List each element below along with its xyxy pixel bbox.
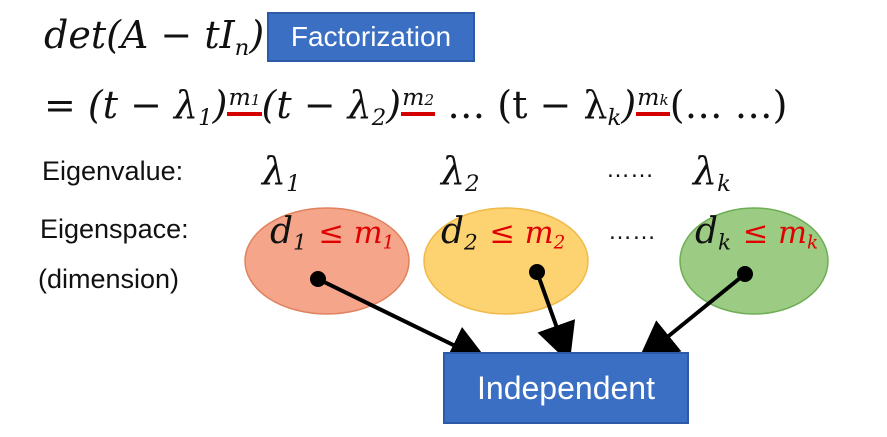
middle-dots: … (t − λ	[435, 83, 608, 127]
eigenvalue-lambda-1: λ1	[262, 149, 301, 197]
independent-label: Independent	[477, 369, 655, 406]
eigenvalue-lambda-2: λ2	[441, 149, 480, 197]
independent-box: Independent	[443, 352, 689, 424]
inequality-d1: d1 ≤ m1	[270, 211, 395, 256]
eigenvalue-lambda-k: λk	[693, 149, 731, 197]
eigenvalue-ellipsis: ……	[606, 156, 654, 183]
dot-1	[310, 271, 326, 287]
factorization-badge: Factorization	[267, 12, 475, 62]
eigenspace-ellipsis: ……	[608, 218, 656, 245]
lhs-close: )	[249, 13, 265, 57]
factor1-subscript: 1	[198, 104, 213, 131]
arrow-k	[637, 272, 747, 362]
dot-k	[737, 266, 753, 282]
lhs-text: det(A − tI	[44, 13, 235, 57]
arrow-1	[317, 277, 490, 363]
remaining-factors: (… …)	[669, 83, 788, 127]
factorized-polynomial: = (t − λ1)m1(t − λ2)m2 … (t − λk)mk(… …)	[44, 83, 788, 131]
factor2-close: )	[386, 83, 402, 127]
factorization-label: Factorization	[290, 21, 452, 52]
dimension-row-label: (dimension)	[38, 264, 180, 294]
inequality-d2: d2 ≤ m2	[441, 211, 566, 256]
multiplicity-m1: m1	[227, 85, 262, 116]
eigenspace-row-label: Eigenspace:	[40, 214, 189, 244]
eigenspace-2-ellipse	[423, 207, 589, 315]
multiplicity-m2: m2	[401, 85, 436, 116]
eigenvalue-row-label: Eigenvalue:	[42, 156, 184, 186]
factork-subscript: k	[607, 104, 622, 131]
factor2-subscript: 2	[371, 104, 387, 131]
factor2-open: (t − λ	[261, 83, 372, 127]
factork-close: )	[621, 83, 637, 127]
characteristic-polynomial-lhs: det(A − tIn)	[44, 16, 264, 60]
multiplicity-mk: mk	[636, 85, 670, 116]
eigenspace-k-ellipse	[679, 207, 829, 315]
arrow-2	[535, 271, 576, 364]
lhs-subscript: n	[234, 34, 250, 61]
factor1-close: )	[212, 83, 228, 127]
inequality-dk: dk ≤ mk	[695, 211, 819, 256]
dot-2	[529, 264, 545, 280]
eq-open: = (t − λ	[44, 83, 199, 127]
eigenspace-1-ellipse	[244, 207, 410, 315]
